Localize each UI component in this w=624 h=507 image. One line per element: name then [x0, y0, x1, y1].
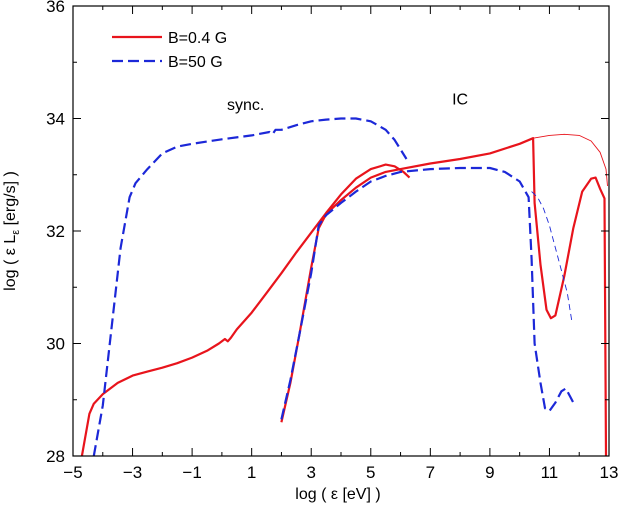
annotation-0: sync. — [227, 97, 264, 114]
annotation-1: IC — [452, 91, 468, 108]
legend: B=0.4 G B=50 G — [112, 30, 227, 71]
y-tick-label: 28 — [46, 447, 65, 466]
legend-label-0: B=0.4 G — [168, 30, 227, 47]
annotations-layer: sync. IC — [227, 91, 468, 114]
x-tick-label: −5 — [63, 463, 82, 482]
x-tick-label: 9 — [485, 463, 494, 482]
x-tick-label: 7 — [426, 463, 435, 482]
y-tick-label: 30 — [46, 335, 65, 354]
curves-layer — [80, 117, 608, 456]
series-line-1-segment-0 — [533, 133, 608, 187]
y-tick-label: 32 — [46, 222, 65, 241]
x-tick-label: 13 — [600, 463, 619, 482]
series-line-2-segment-0 — [92, 117, 408, 456]
y-axis-label: log ( ε Lε [erg/s] ) — [2, 171, 22, 291]
x-tick-label: 5 — [366, 463, 375, 482]
y-tick-label: 36 — [46, 0, 65, 16]
x-tick-label: 1 — [247, 463, 256, 482]
series-line-0-segment-0 — [80, 163, 411, 456]
legend-label-1: B=50 G — [168, 54, 223, 71]
x-tick-label: 11 — [541, 463, 559, 482]
x-tick-label: −1 — [182, 463, 201, 482]
series-line-3-segment-0 — [531, 191, 573, 322]
y-tick-label: 34 — [46, 110, 65, 129]
y-axis-label-tail: [erg/s] ) — [2, 171, 19, 230]
y-axis-label-main: log ( ε L — [2, 235, 19, 291]
y-axis-label-subscript: ε — [10, 230, 22, 235]
x-tick-label: −3 — [123, 463, 142, 482]
series-line-2-segment-1 — [280, 166, 576, 420]
x-axis-label: log ( ε [eV] ) — [295, 486, 380, 503]
x-tick-label: 3 — [306, 463, 315, 482]
